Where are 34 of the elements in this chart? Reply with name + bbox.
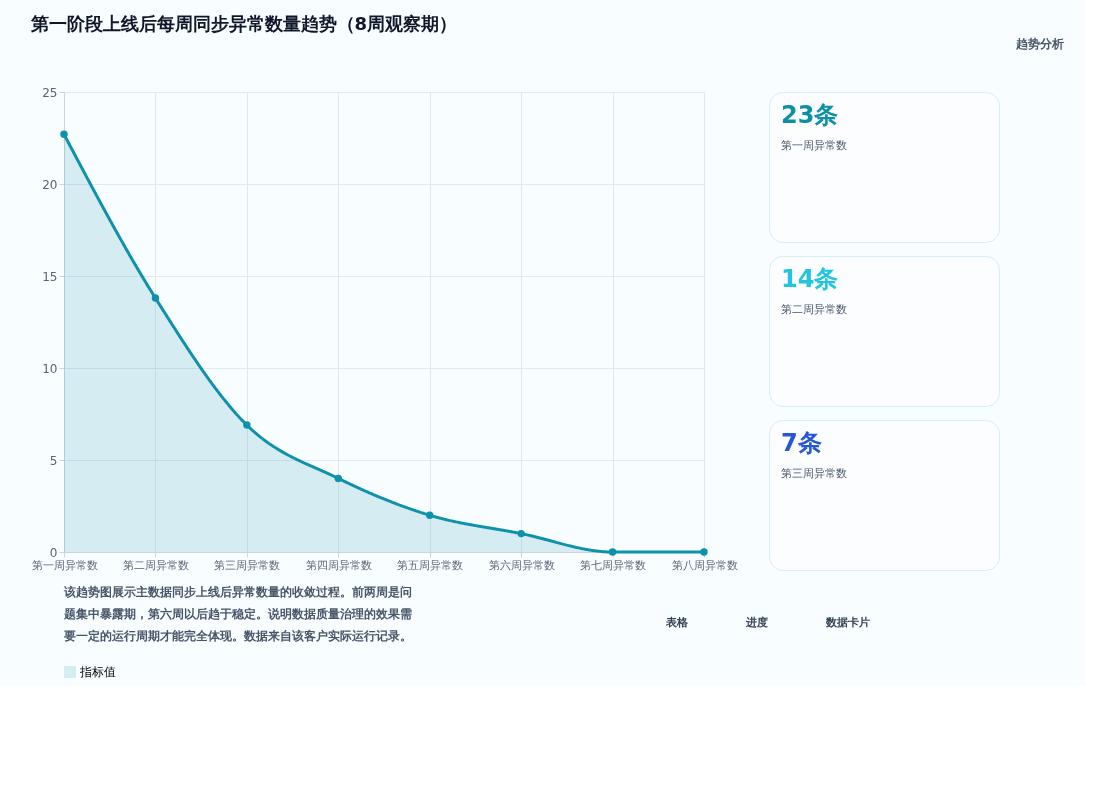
text: 趋势分析 bbox=[1015, 37, 1064, 51]
text: 第一周异常数 bbox=[781, 139, 847, 152]
x-tick-label: 第六周异常数 bbox=[488, 558, 555, 572]
text: 数据卡片 bbox=[825, 616, 870, 629]
point bbox=[517, 529, 525, 538]
text: 14条 bbox=[781, 265, 839, 293]
x-tick-label: 第一周异常数 bbox=[31, 558, 98, 572]
x-tick-label: 第五周异常数 bbox=[397, 558, 464, 572]
point bbox=[151, 294, 160, 302]
y-tick-label: 10 bbox=[42, 361, 58, 376]
x-tick-label: 第二周异常数 bbox=[122, 558, 189, 572]
x-tick-label: 第三周异常数 bbox=[214, 558, 281, 572]
point bbox=[243, 421, 251, 429]
y-tick-label: 0 bbox=[49, 545, 58, 560]
point bbox=[426, 511, 434, 519]
x-tick-label: 第七周异常数 bbox=[580, 558, 647, 572]
x-tick-label: 第八周异常数 bbox=[671, 558, 738, 572]
legend-label: 指标值 bbox=[79, 665, 116, 679]
point bbox=[608, 548, 617, 556]
text: 23条 bbox=[781, 101, 839, 129]
x-tick-label: 第四周异常数 bbox=[305, 558, 372, 572]
chart-title: 第一阶段上线后每周同步异常数量趋势（8周观察期） bbox=[29, 12, 458, 34]
y-tick-label: 25 bbox=[42, 85, 58, 100]
text: 7条 bbox=[781, 429, 822, 457]
text: 表格 bbox=[665, 616, 689, 629]
point bbox=[334, 474, 342, 483]
y-tick-label: 15 bbox=[42, 269, 58, 284]
y-tick-label: 20 bbox=[42, 177, 58, 192]
text: 该趋势图展示主数据同步上线后异常数量的收敛过程。前两周是问题集中暴露期，第六周以后趋于稳定。说明数据质量治理的效果需要一定的运行周期才能完全体现。数据来自该客户实际运行记录。 bbox=[63, 585, 412, 643]
text: 第三周异常数 bbox=[781, 467, 847, 480]
text: 进度 bbox=[745, 616, 768, 629]
y-tick-label: 5 bbox=[49, 453, 58, 468]
point bbox=[60, 130, 68, 139]
text: 第二周异常数 bbox=[781, 303, 847, 316]
